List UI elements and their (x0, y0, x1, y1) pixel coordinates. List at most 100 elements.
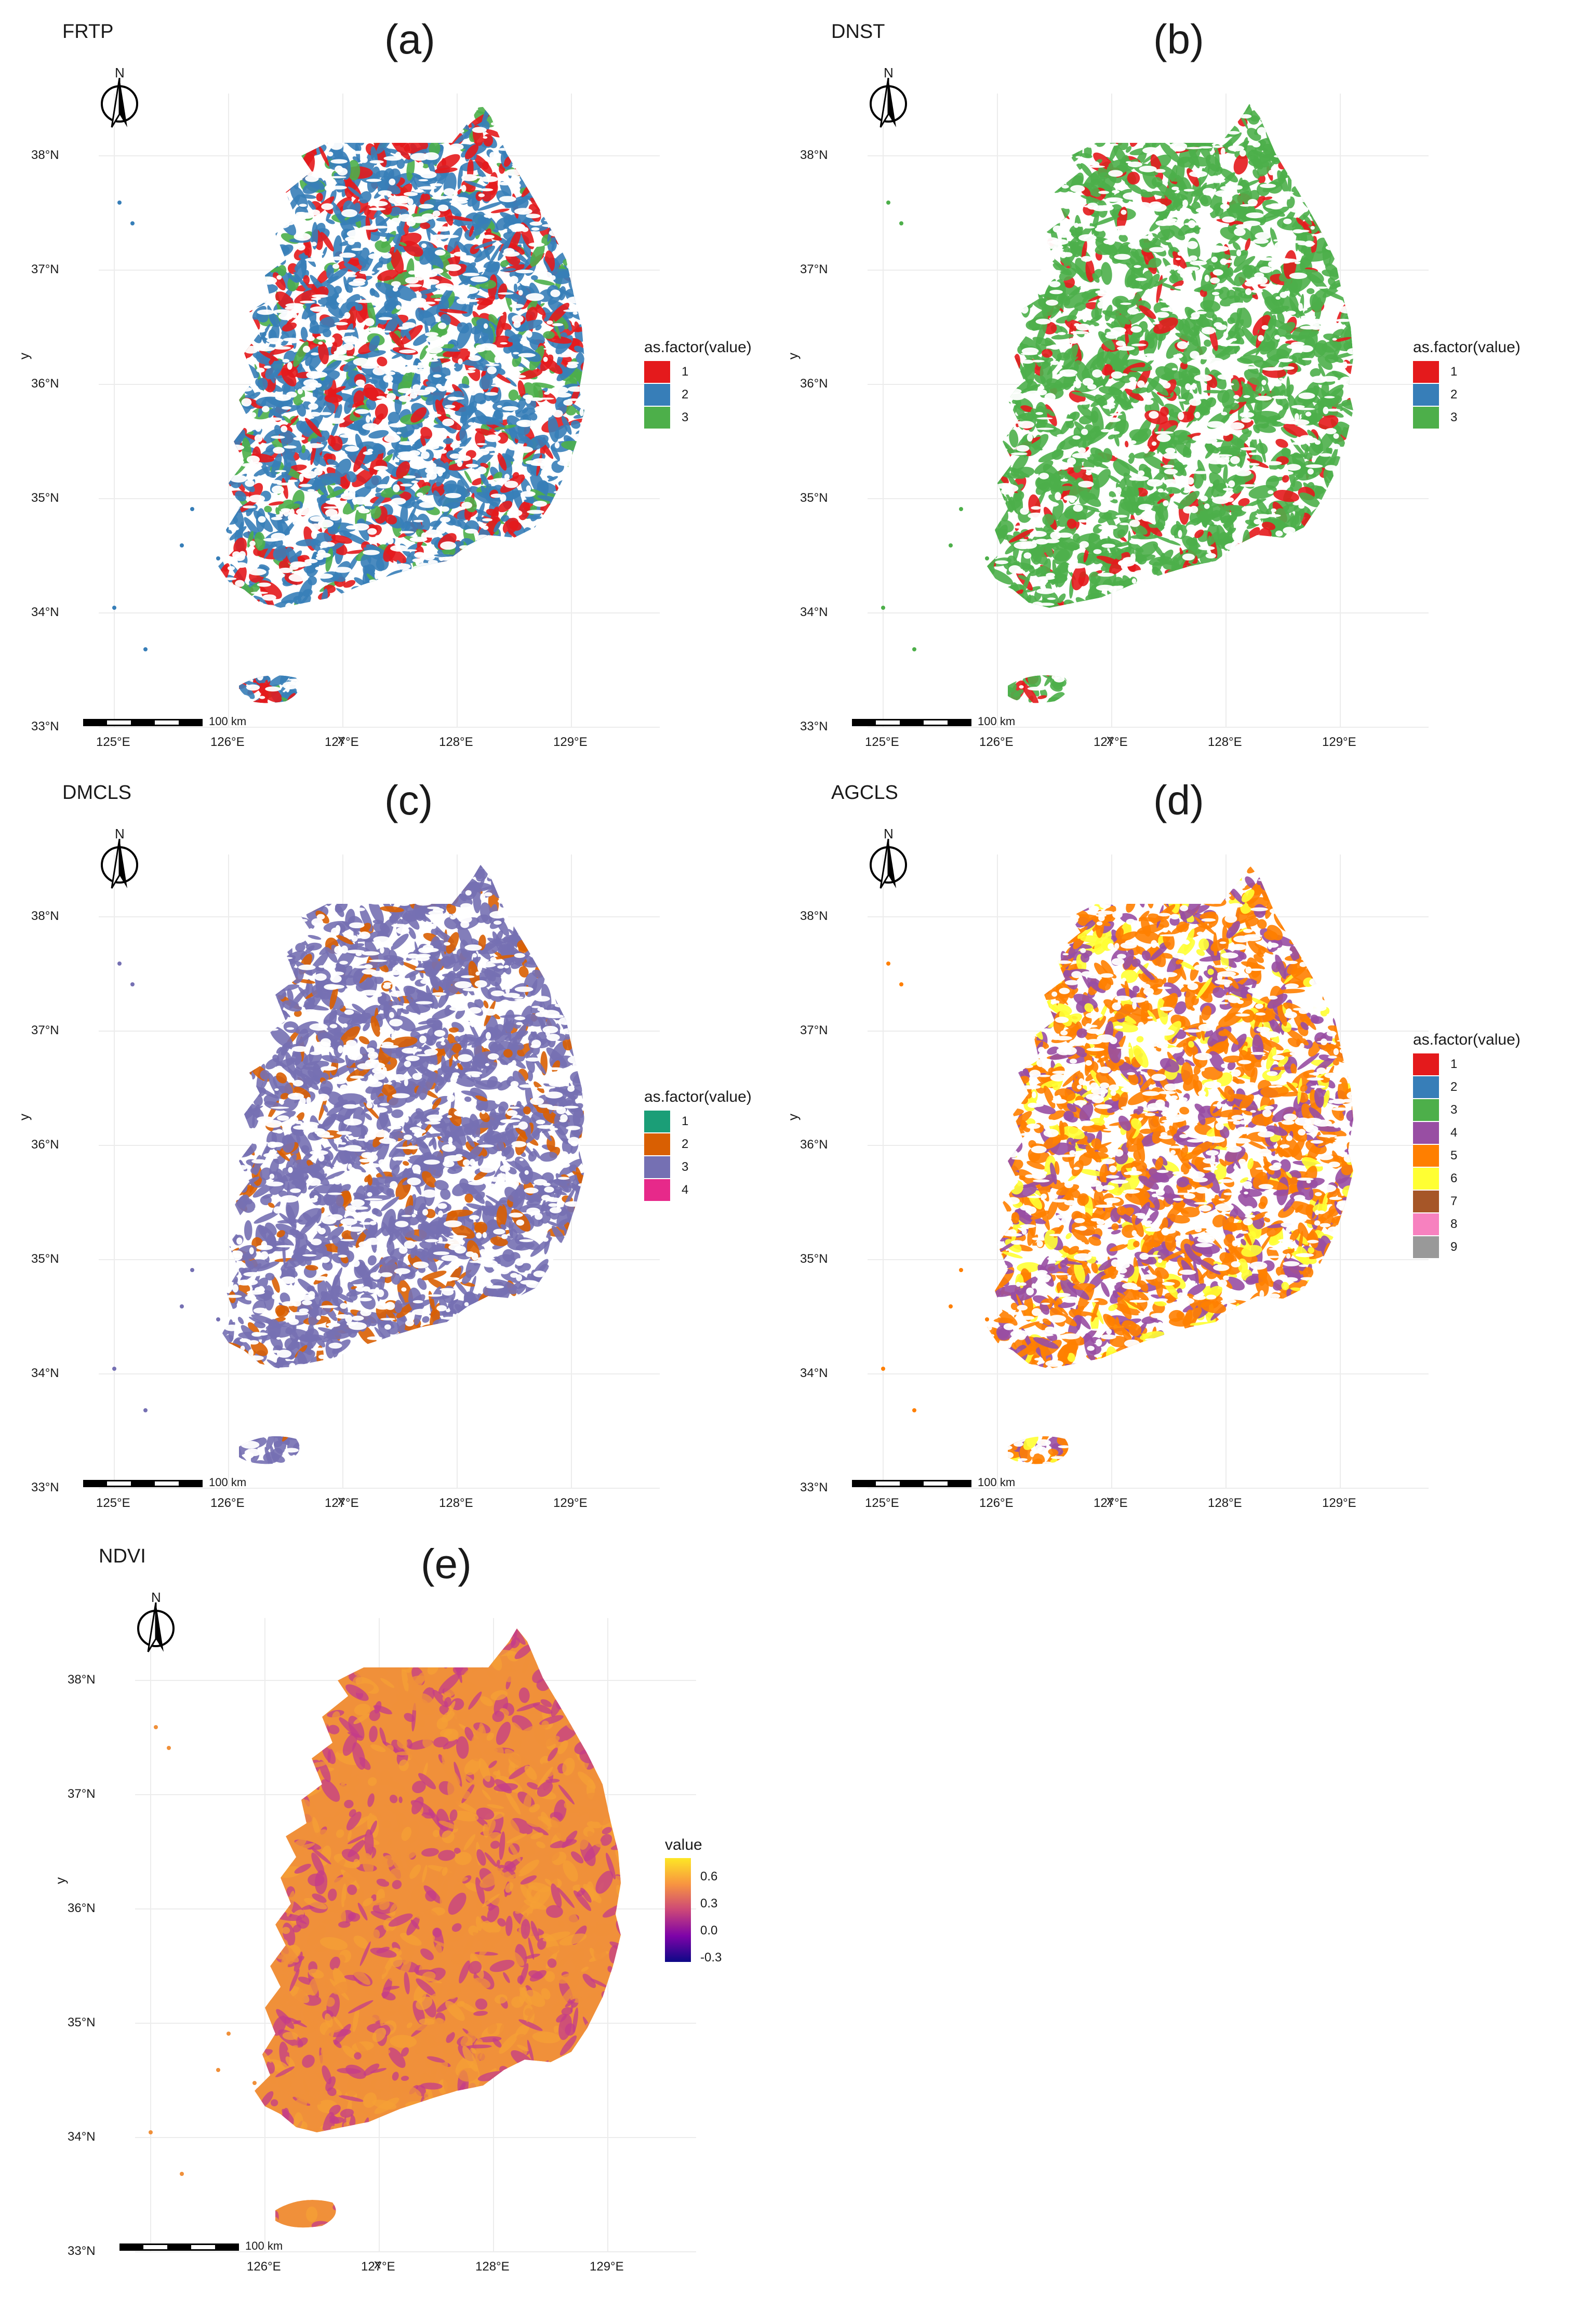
north-label: N (884, 826, 894, 842)
legend-title: as.factor(value) (644, 1088, 752, 1105)
lat-tick-label: 38°N (31, 909, 59, 923)
north-arrow-icon (870, 838, 907, 889)
legend-item: 2 (644, 383, 752, 406)
legend-swatch (644, 1179, 670, 1201)
lat-tick-label: 36°N (31, 377, 59, 391)
lat-tick-label: 35°N (800, 491, 828, 505)
lon-tick-label: 127°E (325, 1496, 359, 1510)
legend-swatch (1413, 407, 1439, 429)
panel-letter: (e) (421, 1541, 472, 1587)
lat-tick-label: 34°N (31, 605, 59, 619)
legend-item: 3 (1413, 1099, 1521, 1121)
north-arrow-icon (137, 1602, 175, 1652)
panel-title: NDVI (99, 1545, 146, 1567)
map-panel-ndvi: NDVI (e) N 100 km y x 38°N 37°N 36°N 35°N 34°N 33°N… (52, 1540, 810, 2278)
lat-tick-label: 37°N (800, 1023, 828, 1037)
legend-item: 9 (1413, 1236, 1521, 1259)
panel-title: DNST (831, 21, 885, 43)
lat-tick-label: 33°N (800, 1480, 828, 1494)
panel-letter: (c) (384, 777, 433, 823)
lat-tick-label: 36°N (800, 377, 828, 391)
north-arrow-icon (101, 77, 138, 128)
legend-swatch (644, 1133, 670, 1155)
panel-title: DMCLS (62, 782, 132, 804)
legend-swatch (1413, 1099, 1439, 1121)
legend-title: value (665, 1836, 702, 1853)
legend-title: as.factor(value) (1413, 339, 1521, 356)
legend-swatch (1413, 1122, 1439, 1144)
legend-break-label: 0.6 (700, 1869, 718, 1884)
legend-item: 3 (644, 406, 752, 429)
map-legend: as.factor(value) 1 2 3 (1413, 339, 1521, 429)
legend-label: 6 (1450, 1171, 1458, 1185)
legend-swatch (1413, 1191, 1439, 1212)
lat-tick-label: 35°N (31, 1252, 59, 1266)
legend-item: 5 (1413, 1144, 1521, 1167)
lat-tick-label: 36°N (31, 1138, 59, 1152)
lat-tick-label: 37°N (31, 1023, 59, 1037)
scale-bar (119, 2243, 239, 2251)
lon-tick-label: 126°E (979, 735, 1014, 749)
axis-y-label: y (16, 1114, 32, 1120)
legend-break-label: -0.3 (700, 1951, 722, 1965)
map-panel-frtp: FRTP (a) N 100 km y x 38°N 37°N 36°N 35°N 34°N 33°N… (16, 16, 774, 753)
legend-label: 1 (1450, 1057, 1458, 1071)
land-raster (218, 104, 584, 703)
legend-swatch (644, 361, 670, 383)
lat-tick-label: 38°N (800, 148, 828, 162)
legend-label: 1 (1450, 365, 1458, 379)
legend-item: 3 (644, 1156, 752, 1179)
panel-letter: (d) (1153, 777, 1204, 823)
land-raster (255, 1628, 621, 2228)
islands (149, 1725, 257, 2176)
lat-tick-label: 37°N (800, 262, 828, 276)
lat-tick-label: 35°N (800, 1252, 828, 1266)
lat-tick-label: 37°N (68, 1787, 96, 1801)
lon-tick-label: 127°E (1094, 735, 1128, 749)
legend-item: 2 (1413, 1076, 1521, 1099)
legend-item: 1 (644, 360, 752, 383)
legend-item: 4 (1413, 1121, 1521, 1144)
lon-tick-label: 129°E (553, 735, 588, 749)
legend-label: 9 (1450, 1240, 1458, 1254)
legend-break-label: 0.0 (700, 1924, 718, 1938)
lon-tick-label: 128°E (1208, 1496, 1242, 1510)
land-raster (987, 865, 1353, 1464)
axis-x-label: x (338, 1492, 344, 1508)
legend-swatch (1413, 1213, 1439, 1235)
legend-label: 3 (682, 1160, 689, 1174)
scale-bar (83, 719, 203, 726)
lat-tick-label: 34°N (68, 2130, 96, 2144)
north-label: N (115, 65, 125, 81)
lon-tick-label: 128°E (439, 1496, 473, 1510)
legend-label: 2 (1450, 1080, 1458, 1094)
axis-y-label: y (785, 1114, 801, 1120)
lon-tick-label: 126°E (210, 735, 245, 749)
lat-tick-label: 36°N (68, 1901, 96, 1915)
legend-swatch (1413, 1076, 1439, 1098)
axis-y-label: y (52, 1877, 68, 1884)
lat-tick-label: 34°N (31, 1366, 59, 1380)
legend-swatch (644, 407, 670, 429)
legend-swatch (1413, 1236, 1439, 1258)
legend-break-label: 0.3 (700, 1896, 718, 1911)
legend-swatch (1413, 1145, 1439, 1167)
lon-tick-label: 129°E (553, 1496, 588, 1510)
scale-label: 100 km (978, 1476, 1016, 1489)
lat-tick-label: 38°N (68, 1673, 96, 1687)
map-panel-agcls: AGCLS (d) N 100 km y x 38°N 37°N 36°N 35°N 34°N 33°… (785, 777, 1543, 1514)
axis-x-label: x (1107, 731, 1113, 747)
legend-title: as.factor(value) (1413, 1031, 1521, 1048)
legend-title: as.factor(value) (644, 339, 752, 356)
map-svg (119, 1602, 696, 2252)
land-raster (218, 865, 584, 1464)
legend-item: 4 (644, 1179, 752, 1201)
legend-label: 4 (682, 1183, 689, 1197)
map-panel-dnst: DNST (b) N 100 km y x 38°N 37°N 36°N 35°N 34°N 33°N… (785, 16, 1543, 753)
lat-tick-label: 33°N (800, 719, 828, 733)
legend-swatch (1413, 384, 1439, 406)
lat-tick-label: 34°N (800, 1366, 828, 1380)
legend-item: 1 (644, 1110, 752, 1133)
lon-tick-label: 129°E (590, 2260, 624, 2274)
lon-tick-label: 129°E (1322, 735, 1356, 749)
